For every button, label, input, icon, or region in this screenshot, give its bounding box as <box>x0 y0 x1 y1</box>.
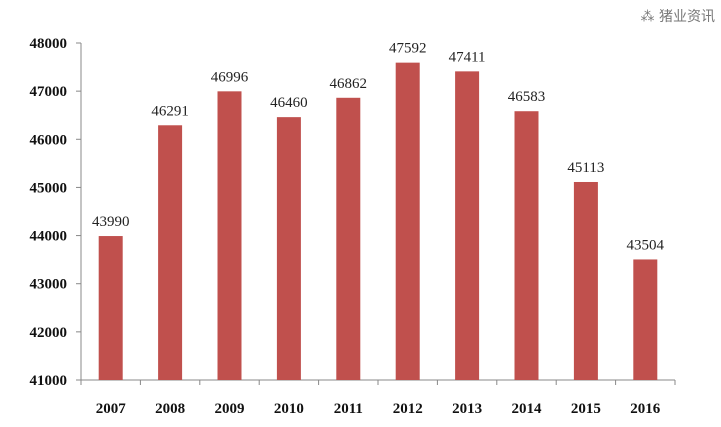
x-tick-label: 2009 <box>215 401 245 417</box>
data-label: 46996 <box>211 69 249 85</box>
data-label: 47592 <box>389 41 427 57</box>
bar <box>98 236 123 380</box>
y-tick-label: 44000 <box>30 229 68 245</box>
bar <box>217 91 242 381</box>
data-label: 47411 <box>449 49 486 65</box>
data-label: 46862 <box>330 76 368 92</box>
y-tick-label: 48000 <box>30 36 68 52</box>
bar <box>276 117 301 380</box>
x-tick-label: 2015 <box>571 401 601 417</box>
watermark: ⁂ 猪业资讯 <box>641 6 715 26</box>
x-tick-label: 2008 <box>155 401 185 417</box>
data-label: 46291 <box>151 103 189 119</box>
y-tick-label: 46000 <box>30 132 68 148</box>
x-tick-label: 2012 <box>393 401 423 417</box>
bar <box>573 181 598 380</box>
data-label: 43504 <box>627 237 665 253</box>
data-label: 46583 <box>508 89 546 105</box>
watermark-text: 猪业资讯 <box>659 9 715 25</box>
x-tick-label: 2014 <box>512 401 543 417</box>
bar <box>336 97 361 381</box>
watermark-logo-icon: ⁂ <box>640 9 659 25</box>
bar <box>633 259 658 380</box>
data-label: 46460 <box>270 95 308 111</box>
bar <box>395 62 420 381</box>
x-tick-label: 2010 <box>274 401 304 417</box>
y-tick-label: 42000 <box>30 325 68 341</box>
bar <box>158 125 183 380</box>
y-tick-label: 45000 <box>30 180 68 196</box>
x-tick-label: 2007 <box>96 401 127 417</box>
bar <box>455 71 480 380</box>
y-tick-label: 43000 <box>30 277 68 293</box>
data-label: 45113 <box>567 160 604 176</box>
data-label: 43990 <box>92 214 130 230</box>
x-tick-label: 2013 <box>452 401 482 417</box>
y-tick-label: 47000 <box>30 84 68 100</box>
x-tick-label: 2016 <box>630 401 661 417</box>
x-tick-label: 2011 <box>334 401 363 417</box>
bar <box>514 111 539 380</box>
y-tick-label: 41000 <box>30 373 68 389</box>
